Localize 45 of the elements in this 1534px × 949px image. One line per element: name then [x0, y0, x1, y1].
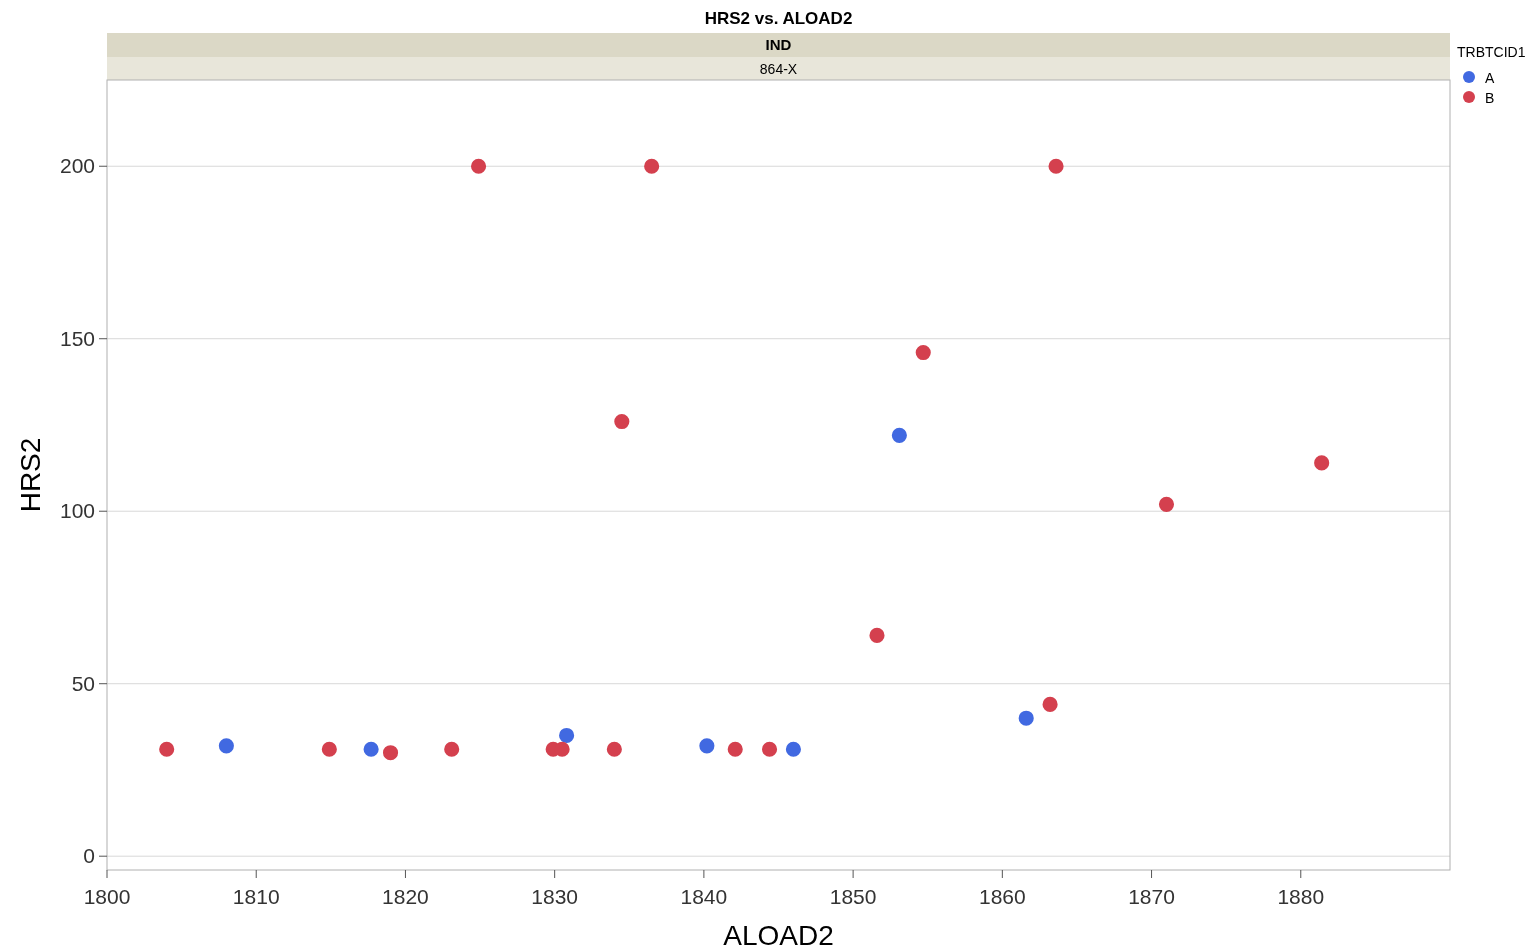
y-axis-title: HRS2	[15, 437, 46, 513]
point	[614, 413, 630, 430]
point	[382, 745, 399, 761]
point	[1048, 158, 1064, 174]
legend-title: TRBTCID1	[1457, 44, 1526, 60]
point	[1158, 496, 1175, 512]
x-tick-label: 1880	[1277, 885, 1325, 908]
point	[159, 741, 175, 757]
point	[559, 727, 575, 744]
point	[785, 741, 801, 757]
x-tick-label: 1830	[531, 885, 579, 908]
x-tick-label: 1840	[680, 885, 728, 908]
x-tick-label: 1870	[1128, 885, 1175, 908]
x-axis-title: ALOAD2	[723, 920, 834, 949]
point	[699, 738, 715, 754]
x-tick-label: 1810	[232, 885, 280, 908]
legend-label: B	[1485, 90, 1495, 106]
y-tick-label: 0	[83, 844, 95, 868]
y-tick-label: 100	[59, 499, 95, 523]
point	[869, 627, 885, 643]
legend-label: A	[1485, 70, 1495, 86]
y-tick-label: 150	[59, 326, 95, 350]
text: 864-X	[759, 61, 798, 77]
x-tick-label: 1820	[382, 885, 429, 908]
point	[218, 738, 234, 754]
point	[363, 741, 379, 757]
point	[1018, 710, 1034, 726]
chart-subtitle: IND	[765, 36, 792, 53]
point	[761, 741, 778, 757]
x-tick-label: 1860	[978, 885, 1026, 908]
y-tick-label: 50	[71, 671, 95, 695]
point	[606, 741, 622, 757]
point	[444, 741, 460, 757]
point	[1314, 455, 1330, 471]
point	[727, 741, 743, 757]
point	[1042, 696, 1058, 712]
chart-title: HRS2 vs. ALOAD2	[704, 9, 853, 28]
point	[915, 344, 931, 361]
point	[644, 158, 660, 174]
point	[470, 158, 487, 174]
x-tick-label: 1800	[83, 885, 131, 908]
x-tick-label: 1850	[829, 885, 877, 908]
point	[891, 427, 907, 443]
point	[321, 741, 337, 757]
y-tick-label: 200	[59, 154, 95, 178]
